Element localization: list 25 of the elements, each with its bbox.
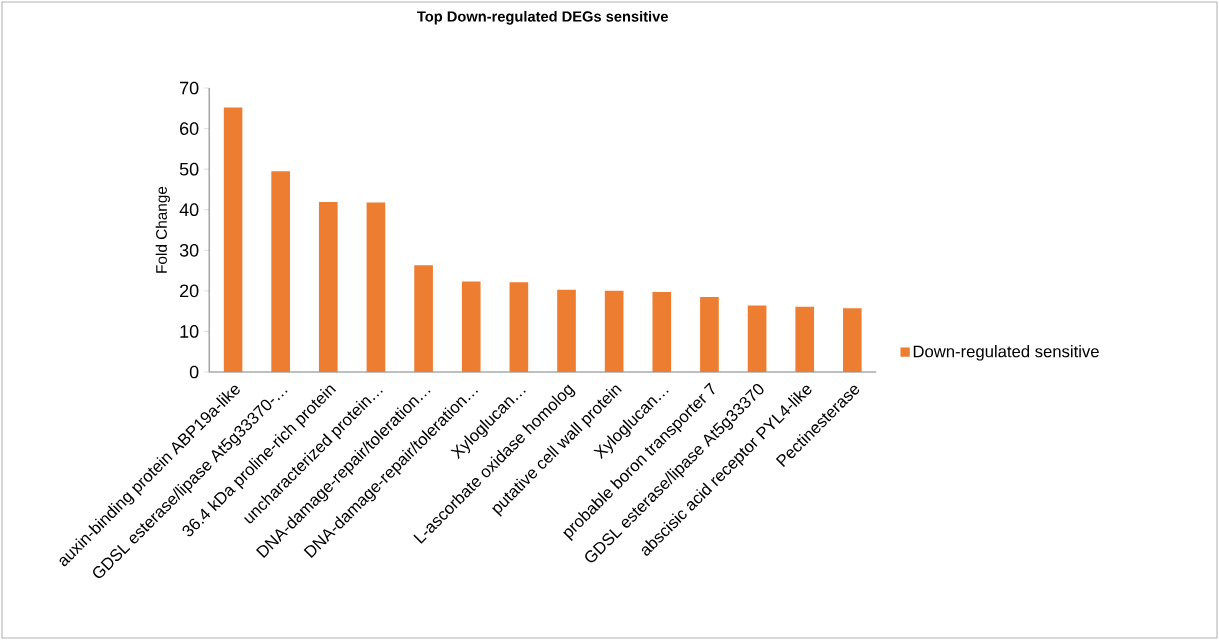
- legend-label: Down-regulated sensitive: [913, 345, 1099, 361]
- y-tick-label: 50: [179, 162, 199, 176]
- y-tick-label: 0: [189, 365, 199, 379]
- bar: [366, 202, 386, 372]
- bar: [223, 107, 243, 372]
- bar: [604, 290, 624, 372]
- bar: [414, 265, 433, 372]
- chart-title: Top Down-regulated DEGs sensitive: [417, 10, 668, 25]
- y-tick-label: 20: [180, 284, 199, 298]
- bar: [652, 292, 672, 372]
- bar: [795, 306, 815, 372]
- bar: [509, 282, 529, 372]
- y-tick-label: 40: [179, 203, 199, 217]
- bar: [843, 308, 862, 372]
- bar: [557, 289, 576, 372]
- y-tick-label: 70: [180, 81, 199, 95]
- y-tick-label: 10: [180, 325, 199, 338]
- bar: [747, 305, 767, 372]
- bar: [461, 281, 481, 372]
- bar: [318, 202, 338, 372]
- y-tick-label: 60: [180, 122, 199, 135]
- bar: [700, 296, 719, 372]
- bar: [271, 171, 290, 372]
- y-tick-label: 30: [179, 243, 199, 257]
- y-axis-title: Fold Change: [155, 186, 170, 273]
